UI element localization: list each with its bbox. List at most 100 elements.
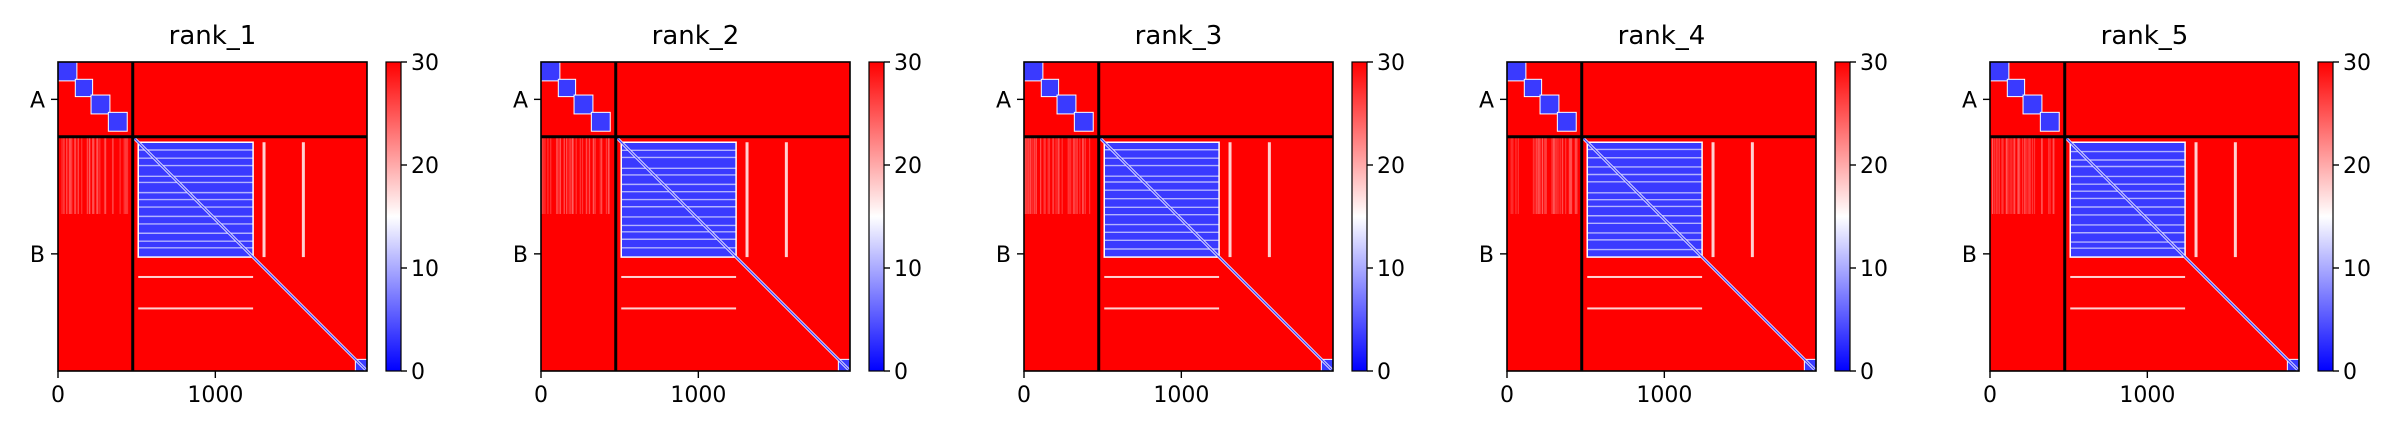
heatmap-streak bbox=[557, 136, 559, 214]
stripe-feature bbox=[2194, 142, 2198, 258]
heatmap-streak bbox=[69, 136, 71, 214]
heatmap-streak bbox=[563, 136, 565, 214]
colorbar-tick-label: 0 bbox=[894, 360, 908, 385]
heatmap-streak bbox=[1035, 136, 1037, 214]
heatmap-streak bbox=[1074, 136, 1076, 214]
heatmap-streak bbox=[2021, 136, 2024, 214]
heatmap-streak bbox=[2019, 136, 2021, 214]
x-tick-label: 0 bbox=[1500, 383, 1514, 408]
block-outline bbox=[137, 141, 254, 258]
colorbar-tick-label: 20 bbox=[411, 154, 439, 179]
stripe-feature bbox=[621, 307, 737, 310]
colorbar-tick-label: 10 bbox=[1377, 257, 1405, 282]
heatmap-streak bbox=[607, 136, 610, 214]
x-tick-label: 1000 bbox=[1636, 383, 1692, 408]
heatmap-streak bbox=[2041, 136, 2043, 214]
heatmap-streak bbox=[1534, 136, 1536, 214]
heatmap-streak bbox=[547, 136, 549, 214]
heatmap-streak bbox=[103, 136, 106, 214]
block-outline bbox=[557, 78, 577, 98]
stripe-feature bbox=[138, 275, 254, 278]
heatmap-streak bbox=[1539, 136, 1541, 214]
heatmap-streak bbox=[541, 136, 543, 214]
heatmap-streak bbox=[1561, 136, 1563, 214]
block-outline bbox=[2006, 78, 2026, 98]
heatmap-streak bbox=[1994, 136, 1996, 214]
heatmap-streak bbox=[1517, 136, 1519, 214]
heatmap-streak bbox=[68, 136, 70, 214]
block-outline bbox=[1103, 141, 1220, 258]
low-error-block bbox=[1024, 62, 1043, 81]
block-outline bbox=[1040, 78, 1060, 98]
colorbar-tick-label: 20 bbox=[1860, 154, 1888, 179]
colorbar-tick-label: 30 bbox=[2343, 51, 2371, 76]
x-tick-label: 0 bbox=[1983, 383, 1997, 408]
colorbar bbox=[868, 61, 885, 372]
diagonal-band-core bbox=[615, 136, 851, 372]
heatmap-streak bbox=[605, 136, 608, 214]
heatmap-panel-1: rank_1 0 1000 A B 0 10 20 30 bbox=[30, 21, 439, 408]
block-outline bbox=[1556, 111, 1577, 132]
heatmap-streak bbox=[575, 136, 577, 214]
low-error-block bbox=[2023, 95, 2042, 114]
heatmap-streak bbox=[1556, 136, 1558, 214]
y-tick-label: B bbox=[30, 243, 45, 268]
block-outline bbox=[2039, 111, 2060, 132]
heatmap-streak bbox=[111, 136, 114, 214]
block-outline bbox=[573, 94, 594, 115]
heatmap-streak bbox=[556, 136, 558, 214]
stripe-feature bbox=[1228, 142, 1232, 258]
colorbar bbox=[1351, 61, 1368, 372]
low-error-block bbox=[58, 62, 77, 81]
heatmap-streak bbox=[1553, 136, 1555, 214]
heatmap-streak bbox=[61, 136, 63, 214]
heatmap-streak bbox=[1048, 136, 1051, 214]
heatmap-streak bbox=[1068, 136, 1070, 214]
stripe-feature bbox=[1587, 307, 1703, 310]
heatmap-streak bbox=[2048, 136, 2050, 214]
heatmap-streak bbox=[126, 136, 129, 214]
heatmap-streak bbox=[1073, 136, 1075, 214]
heatmap-streak bbox=[97, 136, 99, 214]
heatmap-streak bbox=[1044, 136, 1046, 214]
colorbar-tick-label: 0 bbox=[2343, 360, 2357, 385]
heatmap-panel-2: rank_2 0 1000 A B 0 10 20 30 bbox=[513, 21, 922, 408]
heatmap-streak bbox=[1052, 136, 1054, 214]
colorbar-tick-label: 20 bbox=[1377, 154, 1405, 179]
heatmap-streak bbox=[2002, 136, 2004, 214]
low-error-block bbox=[91, 95, 110, 114]
heatmap-streak bbox=[1072, 136, 1074, 214]
heatmap-streak bbox=[66, 136, 68, 214]
heatmap-streak bbox=[1057, 136, 1059, 214]
heatmap-streak bbox=[588, 136, 591, 214]
y-tick-label: B bbox=[996, 243, 1011, 268]
heatmap-streak bbox=[1028, 136, 1030, 214]
heatmap-streak bbox=[581, 136, 584, 214]
heatmap-streak bbox=[559, 136, 561, 214]
heatmap-streak bbox=[1991, 136, 1994, 214]
heatmap-streak bbox=[585, 136, 587, 214]
colorbar-tick-label: 10 bbox=[1860, 257, 1888, 282]
colorbar-tick-label: 30 bbox=[1860, 51, 1888, 76]
low-error-block bbox=[1524, 79, 1542, 97]
low-error-block bbox=[108, 112, 128, 132]
heatmap-streak bbox=[1537, 136, 1540, 214]
heatmap-streak bbox=[568, 136, 570, 214]
heatmap-streak bbox=[599, 136, 601, 214]
stripe-feature bbox=[301, 142, 305, 258]
block-outline bbox=[620, 141, 737, 258]
stripe-feature bbox=[1104, 275, 1220, 278]
low-error-block bbox=[574, 95, 593, 114]
low-error-block bbox=[1041, 79, 1059, 97]
block-outline bbox=[2069, 141, 2186, 258]
heatmap-streak bbox=[104, 136, 107, 214]
block-outline bbox=[1056, 94, 1077, 115]
heatmap-streak bbox=[1557, 136, 1559, 214]
panel-title: rank_5 bbox=[2101, 21, 2189, 51]
y-tick-label: B bbox=[1962, 243, 1977, 268]
block-outline bbox=[107, 111, 128, 132]
heatmap-streak bbox=[1084, 136, 1086, 214]
heatmap-streak bbox=[2041, 136, 2043, 214]
heatmap-streak bbox=[2027, 136, 2029, 214]
